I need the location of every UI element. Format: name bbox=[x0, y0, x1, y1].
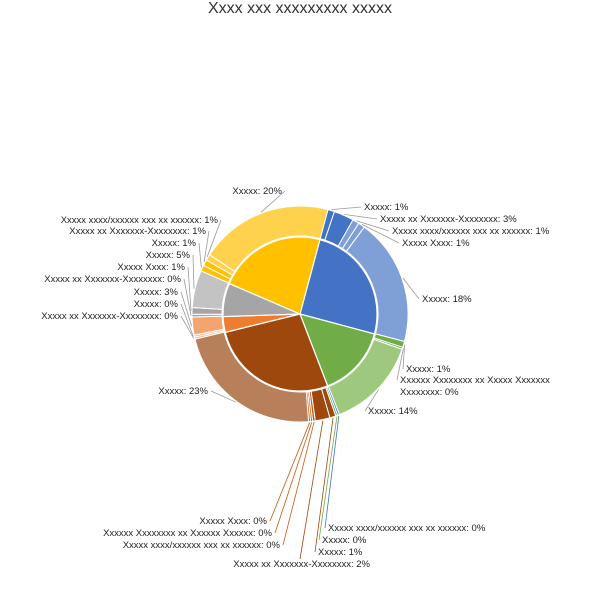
leader-line-18 bbox=[180, 291, 193, 327]
leader-line-15 bbox=[210, 390, 237, 403]
leader-line-20 bbox=[187, 266, 192, 311]
leader-line-24 bbox=[206, 219, 222, 258]
inner-slice-green bbox=[299, 313, 376, 387]
data-label-9: Xxxxx: 0% bbox=[322, 535, 367, 546]
data-label-8: Xxxxx xxxx/xxxxxx xxx xx xxxxxx: 0% bbox=[328, 523, 486, 534]
leader-line-0 bbox=[331, 206, 362, 211]
data-label-12: Xxxxx xxxx/xxxxxx xxx xx xxxxxx: 0% bbox=[123, 540, 281, 551]
leader-line-4 bbox=[402, 277, 420, 300]
data-label-4: Xxxxx: 18% bbox=[422, 294, 472, 305]
data-label-14: Xxxxx Xxxx: 0% bbox=[199, 516, 267, 527]
outer-slice-25 bbox=[208, 205, 329, 272]
leader-line-16 bbox=[180, 315, 195, 339]
leader-line-9 bbox=[318, 416, 338, 541]
leader-line-25 bbox=[260, 190, 286, 213]
data-label-23: Xxxxx xx Xxxxxxx-Xxxxxxxx: 1% bbox=[69, 226, 206, 237]
leader-line-22 bbox=[198, 242, 202, 268]
data-label-17: Xxxxx: 0% bbox=[134, 299, 179, 310]
data-label-1: Xxxxx xx Xxxxxxx-Xxxxxxxx: 3% bbox=[380, 214, 517, 225]
data-labels: Xxxxx: 1%Xxxxx xx Xxxxxxx-Xxxxxxxx: 3%Xx… bbox=[41, 186, 550, 570]
data-label-2: Xxxxx xxxx/xxxxxx xxx xx xxxxxx: 1% bbox=[392, 226, 550, 237]
data-label-13: Xxxxxx Xxxxxxxx xx Xxxxxx Xxxxxx: 0% bbox=[103, 528, 272, 539]
data-label-22: Xxxxx: 1% bbox=[152, 238, 197, 249]
leader-line-10 bbox=[314, 417, 334, 553]
leader-line-3 bbox=[361, 224, 400, 244]
data-label-19: Xxxxx xx Xxxxxxx-Xxxxxxxx: 0% bbox=[44, 274, 181, 285]
leader-line-14 bbox=[269, 422, 311, 522]
data-label-11: Xxxxx xx Xxxxxxx-Xxxxxxxx: 2% bbox=[233, 559, 370, 570]
data-label-6: Xxxxxx Xxxxxxxx xx Xxxxx Xxxxxxx Xxxxxxxx… bbox=[400, 375, 550, 398]
data-label-25: Xxxxx: 20% bbox=[232, 186, 282, 197]
data-label-3: Xxxxx Xxxx: 1% bbox=[402, 238, 470, 249]
leader-line-5 bbox=[402, 344, 405, 370]
data-label-15: Xxxxx: 23% bbox=[158, 386, 208, 397]
leader-lines bbox=[180, 190, 420, 560]
leader-line-12 bbox=[282, 421, 315, 546]
inner-slice-blue bbox=[299, 238, 378, 335]
leader-line-1 bbox=[344, 214, 378, 220]
leader-line-11 bbox=[299, 420, 324, 560]
leader-line-7 bbox=[364, 389, 380, 412]
leader-line-23 bbox=[203, 230, 210, 263]
data-label-10: Xxxxx: 1% bbox=[318, 547, 363, 558]
inner-slice-gold bbox=[228, 236, 321, 315]
data-label-0: Xxxxx: 1% bbox=[364, 202, 409, 213]
data-label-21: Xxxxx: 5% bbox=[146, 250, 191, 261]
outer-ring bbox=[191, 205, 409, 423]
data-label-7: Xxxxx: 14% bbox=[368, 406, 418, 417]
chart-title: Xxxx xxx xxxxxxxxx xxxxx bbox=[207, 0, 392, 17]
leader-line-19 bbox=[183, 278, 192, 316]
data-label-5: Xxxxx: 1% bbox=[406, 364, 451, 375]
leader-line-2 bbox=[356, 220, 390, 232]
leader-line-17 bbox=[180, 303, 194, 337]
inner-slice-brown bbox=[224, 313, 329, 392]
inner-ring bbox=[222, 236, 378, 392]
leader-line-6 bbox=[396, 348, 404, 381]
data-label-16: Xxxxx xx Xxxxxxx-Xxxxxxxx: 0% bbox=[41, 311, 178, 322]
leader-line-21 bbox=[192, 254, 195, 289]
data-label-18: Xxxxx: 3% bbox=[134, 287, 179, 298]
data-label-20: Xxxxx Xxxx: 1% bbox=[117, 262, 185, 273]
leader-line-13 bbox=[274, 422, 313, 534]
leader-line-8 bbox=[324, 415, 340, 529]
data-label-24: Xxxxx xxxx/xxxxxx xxx xx xxxxxx: 1% bbox=[61, 215, 219, 226]
